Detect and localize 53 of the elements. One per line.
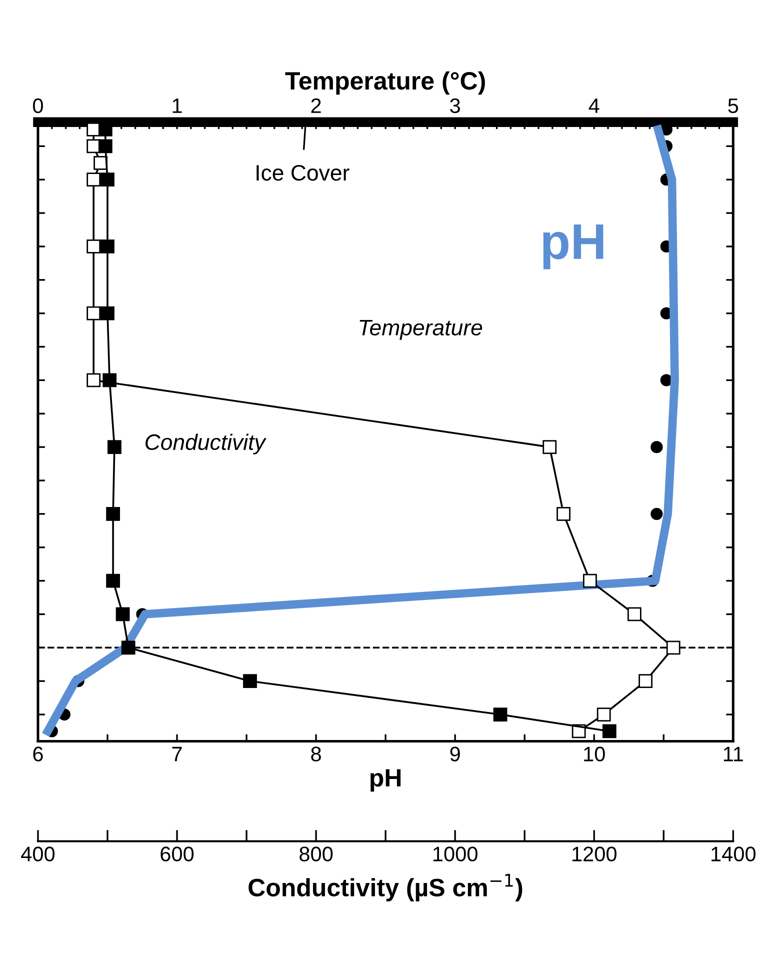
- point: [86, 306, 101, 320]
- point: [100, 306, 114, 320]
- x2-tick-label: 5: [728, 98, 738, 114]
- point: [493, 708, 508, 722]
- point: [116, 607, 130, 622]
- x-tick-label: 600: [160, 846, 194, 862]
- point: [542, 440, 557, 454]
- point: [602, 724, 616, 738]
- point: [650, 440, 663, 454]
- x2-tick-label: 4: [588, 98, 600, 113]
- point: [583, 574, 597, 588]
- point: [627, 607, 642, 622]
- x-tick-label: 11: [724, 746, 743, 762]
- point: [100, 240, 114, 254]
- point: [556, 506, 570, 521]
- x-tick-label: 1200: [572, 846, 616, 862]
- x2-axis-title: Temperature (°C): [285, 71, 485, 95]
- text: Temperature: [360, 320, 482, 340]
- point: [86, 373, 101, 388]
- x-tick-label: 9: [450, 746, 460, 762]
- x-tick-label: 8: [311, 746, 321, 762]
- series-label: Conductivity: [146, 434, 266, 454]
- x-tick-label: 1000: [434, 846, 478, 862]
- x-tick-label: 6: [33, 746, 43, 762]
- point: [638, 674, 653, 688]
- point: [106, 574, 120, 588]
- point: [102, 373, 117, 388]
- point: [666, 640, 680, 655]
- point: [100, 172, 114, 187]
- point: [121, 640, 136, 655]
- x2-tick-label: 2: [311, 98, 321, 113]
- point: [98, 139, 112, 154]
- point: [596, 708, 611, 722]
- x-tick-label: 800: [300, 846, 333, 862]
- x-tick-label: 400: [21, 846, 55, 862]
- x2-tick-label: 0: [32, 98, 43, 114]
- x-tick-label: 1400: [712, 846, 756, 862]
- point: [650, 508, 663, 520]
- x2-tick-label: 1: [172, 98, 182, 113]
- x2-tick-label: 3: [450, 98, 460, 114]
- point: [106, 506, 120, 521]
- point: [86, 172, 101, 187]
- series-label: pH: [543, 224, 604, 270]
- point: [243, 674, 257, 688]
- annotation: Ice Cover: [256, 164, 350, 181]
- x-tick-label: 10: [584, 746, 605, 762]
- point: [86, 240, 101, 254]
- x-axis-title: pH: [370, 769, 401, 792]
- x-axis-title: Conductivity (µS cm$^{−1}$): [248, 874, 522, 902]
- point: [108, 440, 122, 454]
- x-tick-label: 7: [172, 746, 182, 762]
- point: [660, 374, 672, 386]
- point: [98, 122, 112, 136]
